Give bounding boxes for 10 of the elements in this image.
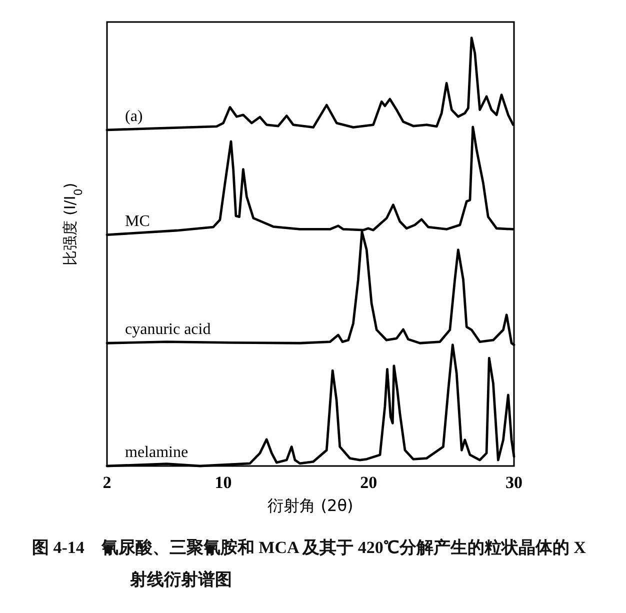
x-tick-label: 2: [102, 473, 112, 492]
x-tick-label: 30: [506, 473, 522, 492]
series-label: melamine: [125, 444, 188, 461]
series-label: cyanuric acid: [125, 321, 211, 338]
caption: 图 4-14 氰尿酸、三聚氰胺和 MCA 及其于 420℃分解产生的粒状晶体的 X 射线衍射谱图: [32, 537, 587, 591]
x-axis-title: 衍射角 (2θ): [268, 496, 354, 515]
x-tick-label: 20: [360, 473, 378, 492]
series-label: (a): [125, 108, 143, 125]
x-tick-label: 10: [214, 473, 232, 492]
series-label: MC: [125, 212, 150, 230]
